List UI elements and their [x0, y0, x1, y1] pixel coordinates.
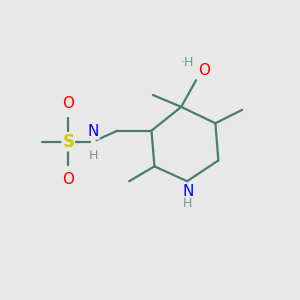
Text: S: S [62, 133, 74, 151]
Text: H: H [89, 149, 98, 162]
Text: O: O [198, 63, 210, 78]
Text: O: O [62, 96, 74, 111]
Text: O: O [62, 172, 74, 187]
Text: N: N [88, 124, 99, 139]
Text: ·H: ·H [181, 56, 194, 69]
Text: H: H [183, 197, 192, 210]
Text: N: N [182, 184, 194, 199]
